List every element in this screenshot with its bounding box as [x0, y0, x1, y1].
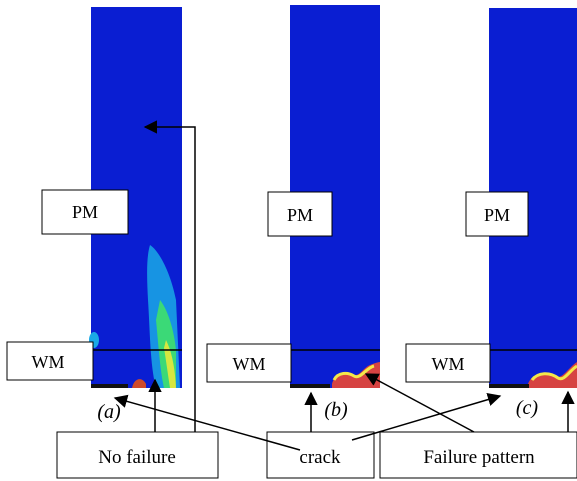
panel-c-crack-fringe [530, 364, 577, 382]
arrow-crack-to-c [351, 392, 502, 441]
wm-label-c: WM [405, 343, 491, 383]
arrow-no-failure-to-pm [143, 120, 196, 432]
svg-text:PM: PM [287, 205, 313, 225]
panel-a-weld-root [91, 384, 128, 388]
crack-label: crack [266, 431, 375, 479]
panel-a-root-hotspot [132, 379, 146, 388]
caption-c: (c) [516, 397, 539, 419]
svg-text:WM: WM [233, 354, 266, 374]
panel-c-weld-root [489, 384, 529, 388]
svg-text:No failure: No failure [98, 447, 176, 468]
arrow-crack-to-a [113, 394, 301, 451]
arrow-pattern-to-b [364, 373, 475, 433]
svg-text:PM: PM [72, 202, 98, 222]
svg-text:WM: WM [432, 354, 465, 374]
caption-b: (b) [324, 399, 348, 421]
panel-b-weld-root [290, 384, 330, 388]
svg-text:PM: PM [484, 205, 510, 225]
pm-label-a: PM [41, 189, 129, 235]
svg-text:Failure pattern: Failure pattern [423, 447, 535, 468]
panel-b-crack-fringe [332, 364, 375, 381]
pm-label-b: PM [267, 191, 333, 237]
panel-a-stress-hot [164, 340, 176, 388]
svg-text:WM: WM [32, 352, 65, 372]
caption-a: (a) [97, 401, 121, 423]
svg-text:crack: crack [299, 447, 341, 468]
failure-pattern-label: Failure pattern [379, 431, 577, 479]
wm-label-b: WM [206, 343, 292, 383]
wm-label-a: WM [6, 341, 94, 381]
pm-label-c: PM [465, 191, 529, 237]
no-failure-label: No failure [56, 431, 219, 479]
